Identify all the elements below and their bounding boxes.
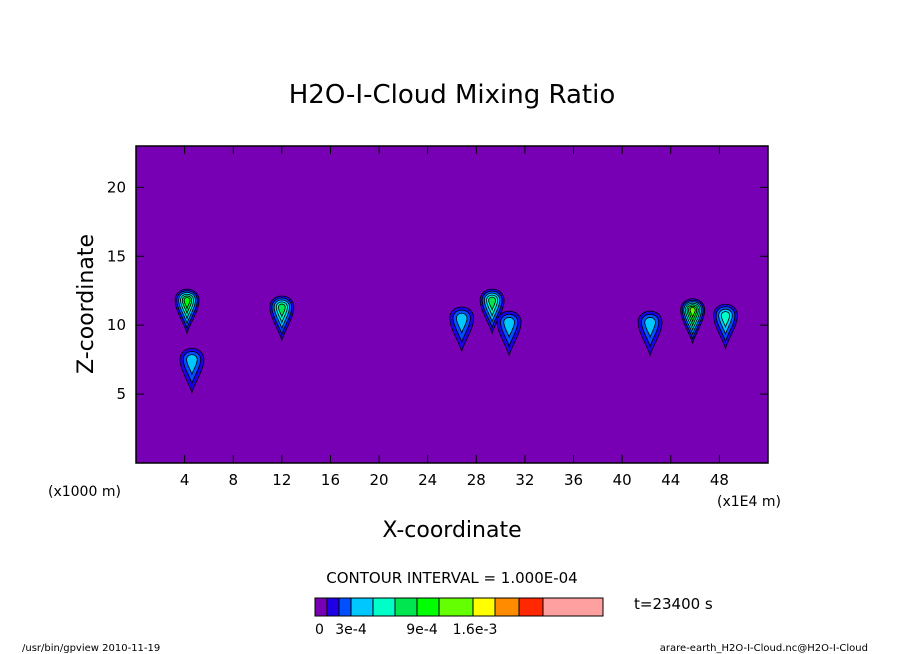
y-axis-ticks: 5 10 15 20 [107, 178, 768, 403]
x-tick-label: 24 [418, 471, 437, 489]
cloud-contour-level-3 [503, 317, 515, 339]
colorbar-swatch-6 [394, 597, 418, 617]
colorbar-swatch-2 [326, 597, 340, 617]
cloud-cell-2 [179, 347, 205, 395]
colorbar-swatch-5 [372, 597, 396, 617]
y-tick-label: 20 [107, 178, 126, 196]
x-tick-label: 48 [710, 471, 729, 489]
x-unit-left: (x1000 m) [48, 484, 121, 500]
colorbar-swatch-10 [494, 597, 520, 617]
cloud-contour-level-5 [488, 296, 496, 312]
cloud-cell-9 [713, 303, 738, 351]
cloud-cell-5 [479, 288, 505, 335]
x-axis-ticks: 4 8 12 16 20 24 28 32 36 40 44 48 [180, 146, 729, 489]
colorbar-swatch-7 [416, 597, 440, 617]
plot-background [135, 145, 769, 464]
footer-right: arare-earth_H2O-I-Cloud.nc@H2O-I-Cloud [660, 643, 868, 654]
cloud-contour-level-7 [689, 307, 696, 319]
colorbar-swatch-8 [438, 597, 474, 617]
cloud-contour-level-3 [455, 312, 468, 335]
time-label: t=23400 s [634, 595, 713, 613]
cloud-contour-level-3 [186, 354, 198, 376]
x-tick-label: 40 [613, 471, 632, 489]
y-tick-label: 5 [116, 385, 126, 403]
cloud-cell-1 [174, 288, 200, 335]
cloud-contour-level-5 [278, 303, 286, 319]
cloud-cell-7 [637, 310, 663, 357]
cloud-cells [174, 288, 738, 395]
colorbar-swatch-9 [472, 597, 496, 617]
x-tick-label: 28 [467, 471, 486, 489]
x-tick-label: 36 [564, 471, 583, 489]
colorbar-swatch-12 [542, 597, 604, 617]
x-tick-label: 16 [321, 471, 340, 489]
x-unit-right: (x1E4 m) [717, 494, 781, 510]
x-tick-label: 20 [370, 471, 389, 489]
footer-left: /usr/bin/gpview 2010-11-19 [22, 643, 160, 654]
colorbar-label: 9e-4 [406, 622, 438, 638]
cloud-cell-6 [496, 310, 522, 357]
chart-title: H2O-I-Cloud Mixing Ratio [289, 80, 616, 110]
x-tick-label: 8 [228, 471, 238, 489]
colorbar-swatch-4 [350, 597, 374, 617]
cloud-contour-level-4 [720, 311, 731, 329]
colorbar-swatch-3 [338, 597, 352, 617]
colorbar-label: 3e-4 [335, 622, 367, 638]
x-tick-label: 12 [272, 471, 291, 489]
cloud-cell-3 [269, 295, 295, 342]
contour-interval: CONTOUR INTERVAL = 1.000E-04 [326, 569, 577, 587]
cloud-contour-level-6 [183, 297, 191, 310]
y-tick-label: 15 [107, 247, 126, 265]
x-tick-label: 32 [515, 471, 534, 489]
cloud-cell-8 [680, 298, 706, 345]
colorbar: 0 3e-4 9e-4 1.6e-3 [314, 597, 604, 638]
colorbar-swatch-1 [314, 597, 328, 617]
x-tick-label: 44 [661, 471, 680, 489]
cloud-cell-4 [449, 306, 475, 353]
cloud-contour-level-3 [644, 317, 656, 339]
y-tick-label: 10 [107, 316, 126, 334]
colorbar-swatch-11 [518, 597, 544, 617]
y-axis-title: Z-coordinate [74, 234, 99, 374]
x-axis-title: X-coordinate [382, 518, 521, 543]
colorbar-label: 1.6e-3 [453, 622, 498, 638]
colorbar-label: 0 [315, 622, 324, 638]
x-tick-label: 4 [180, 471, 190, 489]
